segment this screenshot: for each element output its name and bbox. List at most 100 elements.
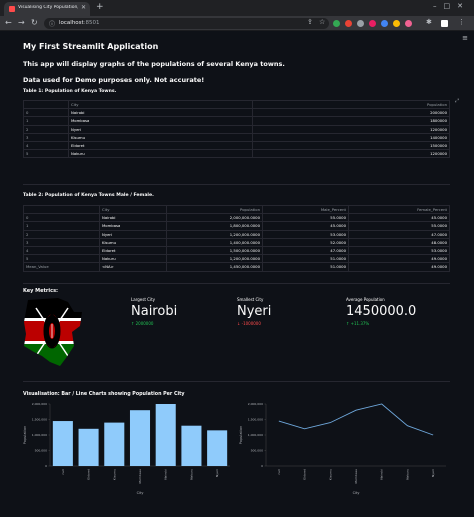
url-port: :8501: [83, 20, 100, 26]
table-cell: 45.0000: [262, 221, 349, 231]
y-tick-label: 2,000,000: [32, 402, 47, 406]
extension-icon[interactable]: [345, 20, 352, 27]
x-tick-label: Nakuru: [189, 469, 193, 480]
table-row[interactable]: 4 Eldoret 1,500,000.0000 47.0000 53.0000: [23, 245, 450, 256]
divider: [23, 283, 450, 284]
table-row[interactable]: 2 Nyeri 1200000: [23, 124, 450, 134]
extension-icon[interactable]: [393, 20, 400, 27]
table-header: City Population: [23, 99, 450, 110]
table-row[interactable]: 0 Nairobi 2000000: [23, 108, 450, 118]
table-cell: 51.0000: [262, 254, 349, 264]
x-tick-label: Mombasa: [354, 469, 358, 484]
profile-icon[interactable]: [441, 20, 448, 27]
table-row[interactable]: Mean_Value <NA> 1,450,000.0000 51.0000 49.00…: [23, 262, 450, 272]
table-row[interactable]: 3 Kisumu 1,400,000.0000 52.0000 48.0000: [23, 237, 450, 247]
line-chart[interactable]: 0 500,000 1,000,000 1,500,000 2,000,000 Popul…: [236, 398, 451, 496]
table-cell: 1400000: [252, 132, 450, 142]
table-cell: 47.0000: [348, 229, 450, 239]
table-cell: 53.0000: [262, 229, 349, 239]
app-menu-icon[interactable]: ≡: [462, 34, 468, 42]
extension-icon[interactable]: [381, 20, 388, 27]
menu-icon[interactable]: ⋮: [458, 18, 465, 26]
y-axis-label: Population: [239, 426, 243, 444]
table-cell: 47.0000: [262, 245, 349, 256]
extension-icon[interactable]: [405, 20, 412, 27]
url-host: localhost: [59, 20, 84, 26]
puzzle-icon[interactable]: ✱: [426, 18, 432, 26]
table-cell: 49.0000: [348, 262, 450, 272]
row-index: 4: [23, 140, 69, 151]
column-header-female-percent[interactable]: Female_Percent: [348, 204, 450, 215]
forward-icon[interactable]: →: [18, 18, 25, 27]
back-icon[interactable]: ←: [5, 18, 12, 27]
y-tick-label: 1,500,000: [248, 418, 263, 422]
table-cell: 45.0000: [348, 213, 450, 223]
x-axis-label: City: [353, 491, 360, 495]
y-tick-label: 1,500,000: [32, 418, 47, 422]
close-tab-icon[interactable]: ✕: [80, 4, 86, 11]
reload-icon[interactable]: ↻: [31, 18, 38, 27]
series-line: [278, 403, 434, 436]
table-cell: Nyeri: [99, 229, 167, 239]
extension-icon[interactable]: [333, 20, 340, 27]
extension-icon[interactable]: [357, 20, 364, 27]
table-cell: Kisumu: [99, 237, 167, 247]
star-icon[interactable]: ☆: [319, 18, 326, 26]
population-table[interactable]: City Population 0 Nairobi 2000000 1 Mombasa 1…: [23, 99, 450, 159]
bar-chart[interactable]: 0 500,000 1,000,000 1,500,000 2,000,000 Popul…: [20, 398, 235, 496]
column-header-male-percent[interactable]: Male_Percent: [262, 204, 349, 215]
arrow-up-icon: ↑: [346, 321, 351, 326]
table-row[interactable]: 1 Mombasa 1800000: [23, 116, 450, 126]
browser-tab[interactable]: Visualising City Population, Kenya ✕: [4, 2, 90, 16]
column-header-city[interactable]: City: [67, 99, 254, 110]
table-cell: 1,450,000.0000: [166, 262, 263, 272]
population-gender-table[interactable]: City Population Male_Percent Female_Perc…: [23, 204, 450, 272]
table-cell: 55.0000: [348, 221, 450, 231]
table-row[interactable]: 1 Mombasa 1,800,000.0000 45.0000 55.0000: [23, 221, 450, 231]
metric-card: Smallest City Nyeri ↓ -1000000: [237, 297, 271, 326]
metric-delta-value: +11.37%: [350, 321, 370, 326]
table-cell: 1,400,000.0000: [166, 237, 263, 247]
table-cell: Nairobi: [99, 213, 167, 223]
table-row[interactable]: 0 Nairobi 2,000,000.0000 55.0000 45.0000: [23, 213, 450, 223]
y-tick-label: 1,000,000: [32, 433, 47, 437]
tab-title: Visualising City Population, Kenya: [18, 5, 78, 10]
x-axis-label: City: [137, 491, 144, 495]
expand-icon[interactable]: ⤢: [455, 98, 460, 104]
table-cell: 2000000: [252, 108, 450, 118]
column-header-city[interactable]: City: [99, 204, 167, 215]
bar: [207, 430, 228, 466]
table-row[interactable]: 4 Eldoret 1500000: [23, 140, 450, 151]
metric-card: Average Population 1450000.0 ↑ +11.37%: [346, 297, 416, 326]
table-cell: Mombasa: [67, 116, 254, 126]
subtitle: This app will display graphs of the popu…: [23, 60, 285, 68]
disclaimer: Data used for Demo purposes only. Not ac…: [23, 76, 205, 84]
table-cell: 48.0000: [348, 237, 450, 247]
x-tick-label: Kisumu: [112, 469, 116, 480]
table-row[interactable]: 5 Nakuru 1200000: [23, 149, 450, 159]
column-header-population[interactable]: Population: [166, 204, 263, 215]
x-tick-label: Eldoret: [87, 468, 91, 479]
table-row[interactable]: 2 Nyeri 1,200,000.0000 53.0000 47.0000: [23, 229, 450, 239]
metric-value: 1450000.0: [346, 304, 417, 319]
table-cell: 1,500,000.0000: [166, 245, 263, 256]
bar: [104, 422, 125, 466]
share-icon[interactable]: ⇪: [307, 18, 313, 26]
extension-icon[interactable]: [369, 20, 376, 27]
table-cell: 1800000: [252, 116, 450, 126]
window-controls[interactable]: –□✕: [433, 2, 470, 10]
column-header-population[interactable]: Population: [252, 99, 450, 110]
metric-delta-value: -1000000: [241, 321, 261, 326]
table-row[interactable]: 3 Kisumu 1400000: [23, 132, 450, 142]
table-row[interactable]: 5 Nakuru 1,200,000.0000 51.0000 49.0000: [23, 254, 450, 264]
metric-delta: ↑ 2000000: [131, 321, 177, 326]
address-bar[interactable]: ⓘ localhost:8501: [44, 18, 329, 29]
table1-caption: Table 1: Population of Kenya Towns.: [23, 89, 117, 94]
new-tab-icon[interactable]: +: [96, 2, 104, 12]
table-cell: 1200000: [252, 124, 450, 134]
table-cell: 1200000: [252, 149, 450, 159]
table-cell: 51.0000: [262, 262, 349, 272]
table2-caption: Table 2: Population of Kenya Towns Male …: [23, 193, 154, 198]
page-title: My First Streamlit Application: [23, 42, 159, 51]
info-icon[interactable]: ⓘ: [49, 21, 56, 28]
